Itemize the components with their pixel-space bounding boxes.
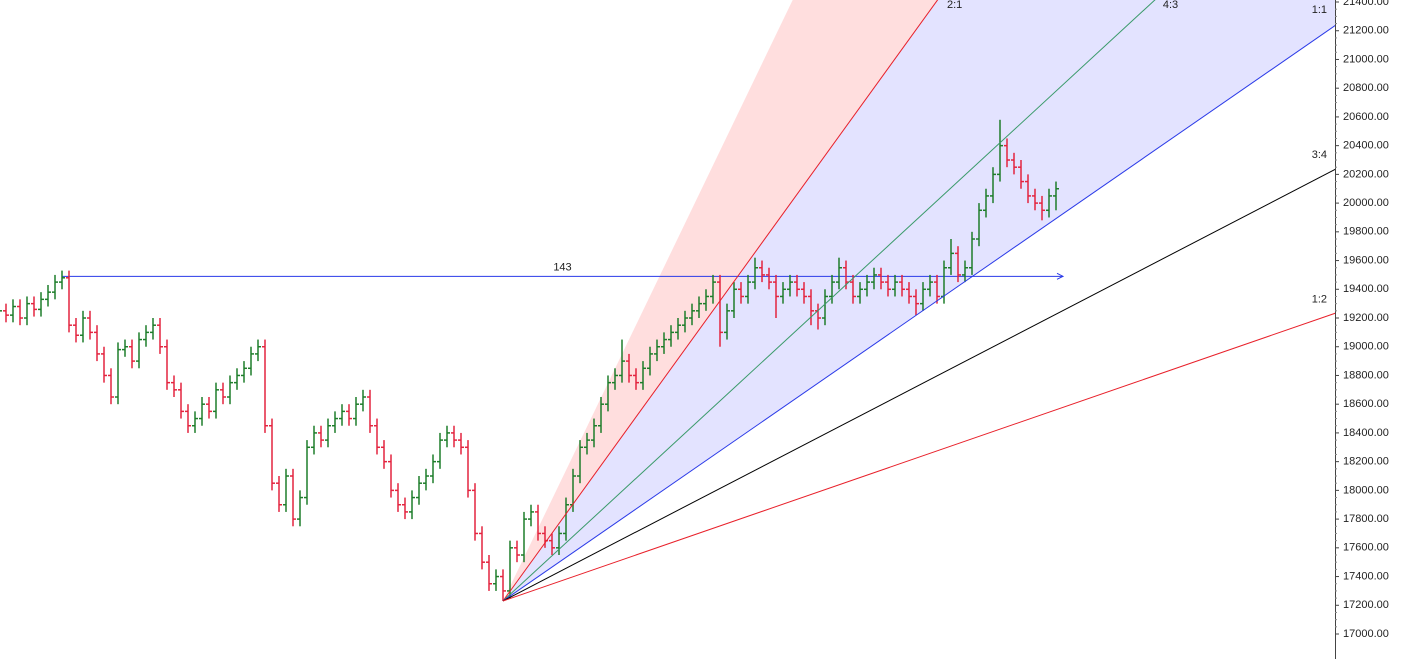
fan-label: 4:3 bbox=[1163, 0, 1178, 11]
y-tick-label: 17200.00 bbox=[1343, 599, 1389, 611]
measure-label: 143 bbox=[553, 261, 571, 273]
fan-line bbox=[502, 0, 939, 602]
y-tick-label: 18800.00 bbox=[1343, 369, 1389, 381]
y-tick-label: 17000.00 bbox=[1343, 628, 1389, 640]
plot-area: 143 bbox=[0, 0, 1335, 602]
fan-line bbox=[502, 168, 1335, 602]
fan-line bbox=[502, 25, 1335, 602]
y-tick-label: 18200.00 bbox=[1343, 456, 1389, 468]
y-tick-label: 19600.00 bbox=[1343, 254, 1389, 266]
y-tick-label: 21400.00 bbox=[1343, 0, 1389, 8]
y-tick-label: 20200.00 bbox=[1343, 168, 1389, 180]
fan-label: 2:1 bbox=[947, 0, 962, 11]
y-tick-label: 19000.00 bbox=[1343, 341, 1389, 353]
y-tick-label: 20400.00 bbox=[1343, 140, 1389, 152]
y-tick-label: 19800.00 bbox=[1343, 226, 1389, 238]
y-tick-label: 19200.00 bbox=[1343, 312, 1389, 324]
y-tick-label: 17800.00 bbox=[1343, 513, 1389, 525]
y-tick-label: 20800.00 bbox=[1343, 82, 1389, 94]
y-tick-label: 20000.00 bbox=[1343, 197, 1389, 209]
y-tick-label: 18000.00 bbox=[1343, 484, 1389, 496]
fan-line bbox=[502, 312, 1335, 602]
fan-label: 1:2 bbox=[1312, 293, 1327, 305]
y-tick-label: 20600.00 bbox=[1343, 111, 1389, 123]
y-tick-label: 19400.00 bbox=[1343, 283, 1389, 295]
measure-arrow bbox=[1056, 272, 1065, 280]
y-tick-label: 21200.00 bbox=[1343, 25, 1389, 37]
y-tick-label: 21000.00 bbox=[1343, 53, 1389, 65]
y-tick-label: 18600.00 bbox=[1343, 398, 1389, 410]
y-tick-label: 17400.00 bbox=[1343, 570, 1389, 582]
fan-label: 3:4 bbox=[1312, 149, 1327, 161]
fan-line bbox=[502, 0, 1156, 602]
fan-label: 1:1 bbox=[1312, 4, 1327, 16]
y-tick-label: 18400.00 bbox=[1343, 427, 1389, 439]
y-tick-label: 17600.00 bbox=[1343, 542, 1389, 554]
fan-fill-lower bbox=[503, 0, 1335, 601]
